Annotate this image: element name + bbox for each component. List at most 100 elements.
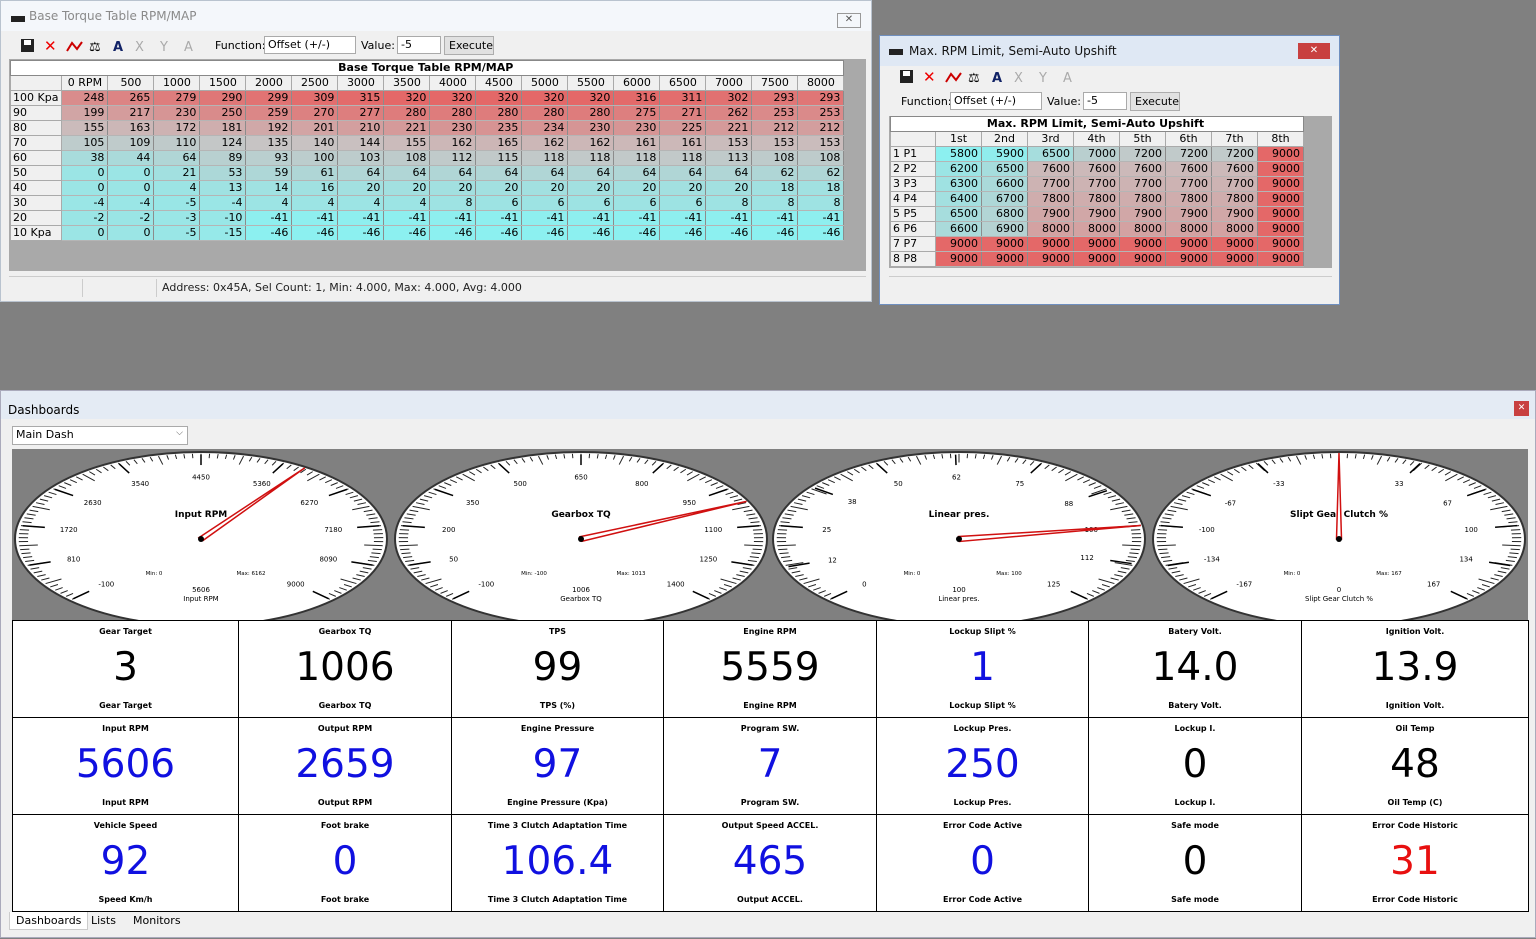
cell[interactable]: 64: [154, 151, 200, 166]
cell[interactable]: 8000: [1120, 222, 1166, 237]
cell[interactable]: 299: [246, 91, 292, 106]
cell[interactable]: 315: [338, 91, 384, 106]
cell[interactable]: 7200: [1120, 147, 1166, 162]
cell[interactable]: 8000: [1212, 222, 1258, 237]
cell[interactable]: 7700: [1166, 177, 1212, 192]
cell[interactable]: 7600: [1212, 162, 1258, 177]
cell[interactable]: 7800: [1120, 192, 1166, 207]
cell[interactable]: 110: [154, 136, 200, 151]
cell[interactable]: 6500: [982, 162, 1028, 177]
cell[interactable]: 64: [384, 166, 430, 181]
cell[interactable]: 265: [108, 91, 154, 106]
cell[interactable]: -41: [798, 211, 844, 226]
cell[interactable]: 62: [798, 166, 844, 181]
cell[interactable]: 280: [384, 106, 430, 121]
cell[interactable]: 7800: [1166, 192, 1212, 207]
cell[interactable]: 7800: [1028, 192, 1074, 207]
cell[interactable]: 0: [62, 226, 108, 241]
cell[interactable]: 9000: [1028, 237, 1074, 252]
cell[interactable]: 108: [752, 151, 798, 166]
cell[interactable]: 9000: [982, 252, 1028, 267]
cell[interactable]: -15: [200, 226, 246, 241]
cell[interactable]: 20: [384, 181, 430, 196]
cell[interactable]: 13: [200, 181, 246, 196]
cell[interactable]: 7800: [1074, 192, 1120, 207]
cell[interactable]: 9000: [1258, 207, 1304, 222]
execute-button[interactable]: Execute: [444, 36, 494, 55]
tab[interactable]: Lists: [87, 912, 120, 929]
cell[interactable]: 221: [384, 121, 430, 136]
cell[interactable]: 162: [522, 136, 568, 151]
cell[interactable]: -41: [752, 211, 798, 226]
cell[interactable]: 16: [292, 181, 338, 196]
cell[interactable]: 4: [292, 196, 338, 211]
cell[interactable]: 4: [154, 181, 200, 196]
cell[interactable]: 280: [476, 106, 522, 121]
cell[interactable]: 103: [338, 151, 384, 166]
cell[interactable]: 59: [246, 166, 292, 181]
cell[interactable]: 115: [476, 151, 522, 166]
cell[interactable]: 161: [614, 136, 660, 151]
cell[interactable]: 6: [568, 196, 614, 211]
cell[interactable]: 7900: [1028, 207, 1074, 222]
cell[interactable]: -46: [246, 226, 292, 241]
cell[interactable]: 230: [154, 106, 200, 121]
close-button[interactable]: ✕: [1514, 401, 1529, 416]
cell[interactable]: 9000: [1166, 237, 1212, 252]
cell[interactable]: 64: [660, 166, 706, 181]
cell[interactable]: -41: [476, 211, 522, 226]
cell[interactable]: 7600: [1028, 162, 1074, 177]
cell[interactable]: 162: [568, 136, 614, 151]
cell[interactable]: 7800: [1212, 192, 1258, 207]
cell[interactable]: 270: [292, 106, 338, 121]
cell[interactable]: 9000: [1074, 237, 1120, 252]
cell[interactable]: 118: [660, 151, 706, 166]
cell[interactable]: 6: [476, 196, 522, 211]
cell[interactable]: -41: [292, 211, 338, 226]
cell[interactable]: -46: [568, 226, 614, 241]
cell[interactable]: 217: [108, 106, 154, 121]
cell[interactable]: 165: [476, 136, 522, 151]
cell[interactable]: -41: [246, 211, 292, 226]
cell[interactable]: 93: [246, 151, 292, 166]
cell[interactable]: -2: [108, 211, 154, 226]
cell[interactable]: -4: [62, 196, 108, 211]
cell[interactable]: -4: [200, 196, 246, 211]
cell[interactable]: 64: [522, 166, 568, 181]
cell[interactable]: 280: [522, 106, 568, 121]
cell[interactable]: -41: [384, 211, 430, 226]
cell[interactable]: 118: [568, 151, 614, 166]
cell[interactable]: 9000: [1258, 192, 1304, 207]
cell[interactable]: 153: [752, 136, 798, 151]
cell[interactable]: 4: [384, 196, 430, 211]
cell[interactable]: 18: [798, 181, 844, 196]
cell[interactable]: 212: [798, 121, 844, 136]
cell[interactable]: 118: [522, 151, 568, 166]
cell[interactable]: 6600: [936, 222, 982, 237]
cell[interactable]: 153: [798, 136, 844, 151]
cell[interactable]: 7200: [1166, 147, 1212, 162]
cell[interactable]: 155: [384, 136, 430, 151]
cell[interactable]: 6: [522, 196, 568, 211]
cell[interactable]: -10: [200, 211, 246, 226]
cell[interactable]: -41: [338, 211, 384, 226]
cell[interactable]: 7900: [1074, 207, 1120, 222]
cell[interactable]: 21: [154, 166, 200, 181]
cell[interactable]: 161: [660, 136, 706, 151]
cell[interactable]: 201: [292, 121, 338, 136]
cell[interactable]: 113: [706, 151, 752, 166]
cell[interactable]: 7600: [1074, 162, 1120, 177]
cell[interactable]: -5: [154, 196, 200, 211]
cell[interactable]: 0: [62, 181, 108, 196]
cell[interactable]: 53: [200, 166, 246, 181]
cell[interactable]: 253: [798, 106, 844, 121]
cell[interactable]: 316: [614, 91, 660, 106]
cell[interactable]: 7700: [1120, 177, 1166, 192]
cell[interactable]: 20: [614, 181, 660, 196]
cell[interactable]: 20: [706, 181, 752, 196]
cell[interactable]: 235: [476, 121, 522, 136]
cell[interactable]: 124: [200, 136, 246, 151]
cell[interactable]: 9000: [1212, 252, 1258, 267]
cell[interactable]: 6700: [982, 192, 1028, 207]
